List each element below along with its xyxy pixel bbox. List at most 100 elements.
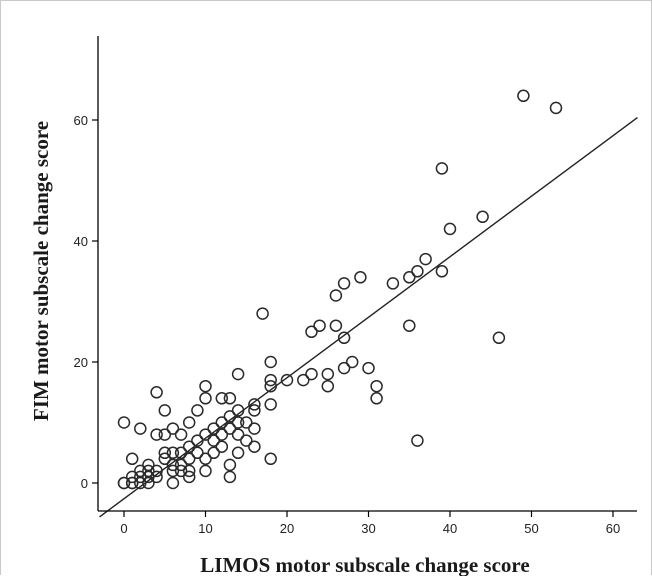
data-point xyxy=(215,428,229,441)
data-point xyxy=(166,458,180,472)
data-point xyxy=(150,470,163,484)
y-axis-title: FIM motor subscale change score xyxy=(29,121,53,421)
data-point xyxy=(134,476,147,490)
data-point xyxy=(231,446,245,460)
data-point xyxy=(549,101,563,115)
data-point xyxy=(215,416,229,429)
data-point xyxy=(280,373,294,387)
data-point xyxy=(207,434,220,447)
data-point xyxy=(403,271,416,284)
data-point xyxy=(125,476,139,490)
data-point xyxy=(248,404,261,417)
data-point xyxy=(240,434,253,447)
data-point xyxy=(199,428,212,441)
data-point xyxy=(329,289,343,302)
data-point xyxy=(215,440,229,453)
data-point xyxy=(191,404,204,417)
data-point xyxy=(435,265,449,278)
data-point xyxy=(337,361,351,375)
data-point xyxy=(134,470,147,484)
x-tick-label: 40 xyxy=(443,521,457,536)
data-point xyxy=(240,416,253,429)
data-point xyxy=(191,446,204,460)
data-point xyxy=(166,422,180,435)
data-point xyxy=(223,422,237,435)
data-point xyxy=(337,331,351,345)
x-tick-label: 60 xyxy=(606,521,620,536)
data-point xyxy=(362,361,375,375)
data-point xyxy=(264,355,277,369)
data-point xyxy=(337,277,351,290)
data-point xyxy=(150,464,163,478)
x-tick-label: 0 xyxy=(120,521,127,536)
data-point xyxy=(134,422,147,435)
data-point xyxy=(305,367,318,381)
data-point xyxy=(199,379,212,393)
data-point xyxy=(199,464,212,478)
data-point xyxy=(174,446,188,460)
data-point xyxy=(142,476,155,490)
data-point xyxy=(174,458,188,472)
x-axis-title: LIMOS motor subscale change score xyxy=(200,553,529,576)
data-point xyxy=(182,464,196,478)
data-point xyxy=(125,452,139,466)
data-point xyxy=(297,373,310,387)
x-tick-label: 50 xyxy=(524,521,538,536)
y-tick-label: 40 xyxy=(74,234,88,249)
regression-line xyxy=(99,117,638,518)
x-tick-label: 20 xyxy=(280,521,294,536)
data-point xyxy=(435,162,449,175)
data-point xyxy=(166,476,180,490)
data-point xyxy=(223,470,237,484)
data-point xyxy=(223,392,237,405)
data-point xyxy=(248,422,261,435)
data-point xyxy=(207,422,220,435)
data-point xyxy=(182,470,196,484)
data-point xyxy=(264,373,277,387)
x-tick-label: 10 xyxy=(198,521,212,536)
data-point xyxy=(305,325,318,339)
data-point xyxy=(223,410,237,423)
data-point xyxy=(321,379,335,393)
data-point xyxy=(158,446,172,460)
data-point xyxy=(370,379,383,393)
data-point xyxy=(443,222,457,236)
data-point xyxy=(386,277,400,290)
data-point xyxy=(231,416,245,429)
data-point xyxy=(125,470,139,484)
data-point xyxy=(182,452,196,466)
data-point xyxy=(134,464,147,478)
data-point xyxy=(158,452,172,466)
data-point xyxy=(403,319,416,332)
data-point xyxy=(215,392,229,405)
data-point xyxy=(231,367,245,381)
data-point xyxy=(158,428,172,441)
data-point xyxy=(419,252,432,266)
data-point xyxy=(117,416,131,429)
data-point xyxy=(370,392,383,405)
data-point xyxy=(166,464,180,478)
data-point xyxy=(199,452,212,466)
data-point xyxy=(476,210,489,224)
data-point xyxy=(411,434,424,447)
data-point xyxy=(182,440,196,453)
data-point xyxy=(142,470,155,484)
data-point xyxy=(517,89,530,103)
y-tick-label: 20 xyxy=(74,355,88,370)
data-point xyxy=(329,319,343,332)
data-point xyxy=(191,434,204,447)
data-point xyxy=(199,392,212,405)
y-tick-label: 0 xyxy=(81,476,88,491)
data-point xyxy=(264,398,277,411)
data-point xyxy=(158,404,172,417)
data-point xyxy=(345,355,359,369)
data-point xyxy=(354,271,367,284)
data-point xyxy=(321,367,335,381)
data-point xyxy=(411,265,424,278)
data-point xyxy=(142,458,155,472)
data-point xyxy=(182,416,196,429)
data-point xyxy=(231,428,245,441)
data-point xyxy=(117,476,131,490)
